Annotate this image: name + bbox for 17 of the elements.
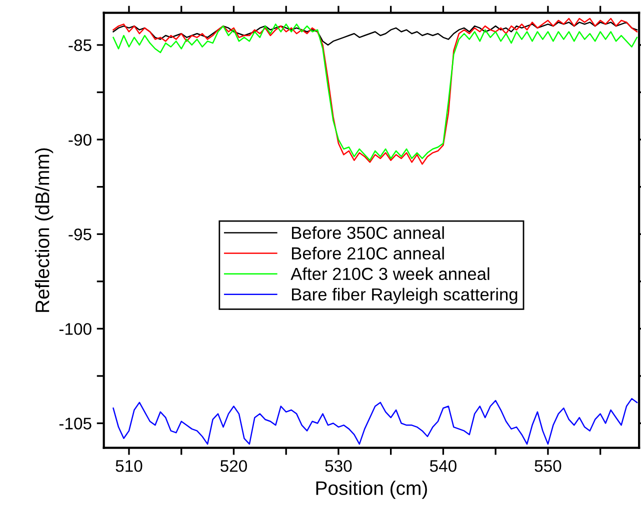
y-tick-label: -105 (59, 418, 92, 430)
x-tick-label: 540 (430, 460, 456, 472)
x-tick-label: 510 (116, 460, 142, 472)
x-tick-label: 550 (534, 460, 562, 472)
legend-label: Before 210C anneal (292, 246, 444, 260)
y-tick-label: -90 (68, 134, 92, 146)
y-tick-label: -100 (59, 323, 92, 335)
y-axis-title: Reflection (dB/mm) (35, 148, 54, 312)
line-series (112, 398, 638, 445)
y-tick-label: -85 (68, 39, 92, 52)
y-tick-label: -95 (68, 228, 92, 240)
x-axis-title: Position (cm) (316, 480, 427, 499)
x-tick-label: 530 (325, 460, 352, 472)
legend-label: After 210C 3 week anneal (290, 267, 490, 280)
legend-label: Bare fiber Rayleigh scattering (292, 288, 518, 304)
x-tick-label: 520 (220, 460, 247, 472)
legend-label: Before 350C anneal (292, 226, 444, 240)
